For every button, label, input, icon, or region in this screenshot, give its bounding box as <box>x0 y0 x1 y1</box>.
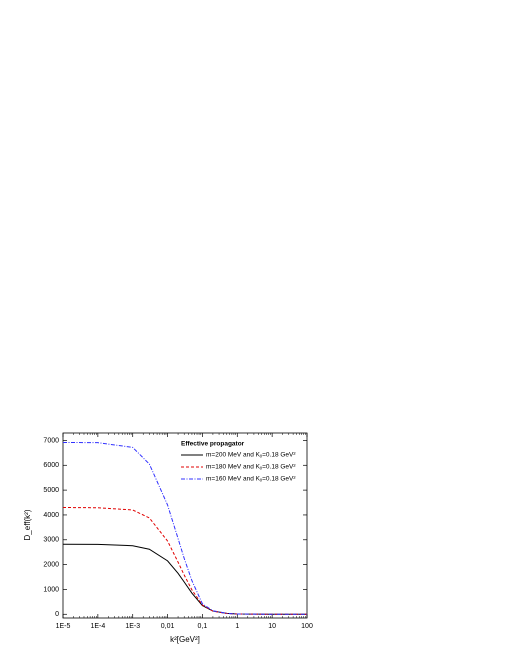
series-line <box>62 441 307 615</box>
legend-label: m=200 MeV and Kᵧ=0.18 GeV² <box>206 452 296 459</box>
y-tick-label: 1000 <box>43 586 59 593</box>
y-axis-label: D_eff(k²) <box>23 509 32 540</box>
x-tick-label: 100 <box>301 623 313 630</box>
y-tick-label: 0 <box>55 611 59 618</box>
x-axis-label: k²[GeV²] <box>170 635 200 644</box>
x-tick-label: 10 <box>268 623 276 630</box>
y-tick-label: 6000 <box>43 462 59 469</box>
series-line <box>62 543 307 615</box>
series-line <box>62 507 307 615</box>
plot-frame <box>62 432 308 619</box>
legend-label: m=180 MeV and Kᵧ=0.18 GeV² <box>206 464 296 471</box>
x-tick-label: 1E-3 <box>125 623 140 630</box>
x-tick-label: 0,1 <box>198 623 208 630</box>
y-tick-label: 3000 <box>43 537 59 544</box>
y-tick-label: 4000 <box>43 512 59 519</box>
legend-label: m=160 MeV and Kᵧ=0.18 GeV² <box>206 476 296 483</box>
legend-title: Effective propagator <box>181 441 245 448</box>
x-tick-label: 1E-5 <box>56 623 71 630</box>
x-tick-label: 1E-4 <box>90 623 105 630</box>
y-tick-label: 5000 <box>43 487 59 494</box>
y-tick-label: 2000 <box>43 561 59 568</box>
x-tick-label: 0,01 <box>161 623 175 630</box>
y-tick-label: 7000 <box>43 437 59 444</box>
x-tick-label: 1 <box>235 623 239 630</box>
